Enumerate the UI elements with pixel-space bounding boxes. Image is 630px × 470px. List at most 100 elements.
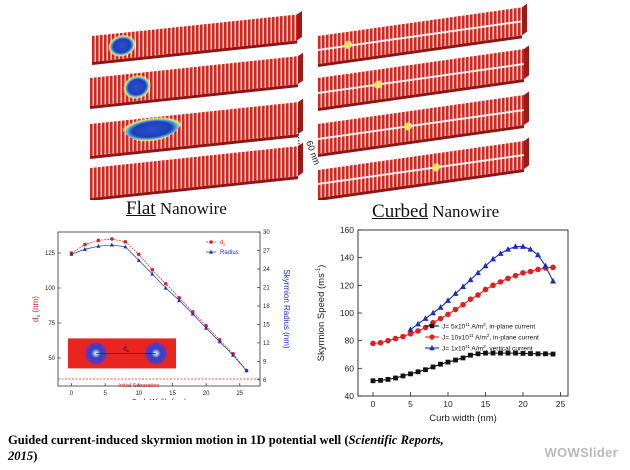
y-left-tick-label: 100: [45, 286, 56, 292]
flat-wire-3-edge: [298, 98, 303, 135]
x-axis-label: Curb width (nm): [429, 413, 497, 424]
circle-point: [407, 330, 414, 337]
triangle-point: [460, 283, 466, 290]
triangle-point: [475, 269, 481, 276]
circle-point: [535, 266, 541, 273]
curbed-skyrmion-4: [432, 163, 440, 172]
flat-wire-1-edge: [297, 10, 302, 41]
square-point: [520, 350, 526, 356]
legend-marker-2: [429, 334, 435, 340]
y-right-tick-label: 12: [263, 341, 270, 347]
circle-point: [415, 328, 421, 334]
flat-wire-1: [92, 10, 302, 65]
triangle-point: [505, 246, 511, 252]
skyrmion-1: [108, 34, 136, 57]
square-point: [528, 351, 533, 356]
square-point: [430, 364, 436, 370]
radius-point: [244, 368, 249, 373]
circle-point: [452, 306, 459, 313]
square-point: [385, 377, 391, 382]
ds-point: [150, 268, 155, 272]
radius-point: [69, 251, 74, 256]
legend-label-2: J= 10x1011 A/m2, in-plane current: [442, 333, 539, 342]
circle-point: [400, 333, 406, 340]
ds-point: [110, 237, 114, 241]
circle-point: [467, 296, 474, 302]
radius-point: [150, 271, 155, 276]
square-point: [453, 357, 458, 363]
ds-point: [163, 282, 168, 286]
triangle-point: [490, 255, 496, 262]
y-left-tick-label: 75: [48, 321, 55, 327]
ds-point: [177, 296, 181, 300]
flat-wire-4-bottom: [90, 176, 298, 200]
x-tick-label: 15: [169, 391, 176, 397]
circle-point: [505, 275, 511, 282]
triangle-point: [520, 243, 526, 249]
circle-point: [370, 340, 376, 347]
inset-label: ds: [123, 346, 128, 353]
y-right-tick-label: 6: [263, 378, 267, 384]
curbed-wire-2-edge: [524, 45, 529, 80]
nanowire-illustrations: 60 nm: [90, 3, 529, 200]
curbed-skyrmion-1: [344, 40, 352, 49]
flat-wire-4-edge: [298, 142, 303, 177]
curbed-nanowire-panel: [318, 3, 529, 200]
square-point: [423, 367, 428, 373]
triangle-point: [452, 290, 459, 296]
radius-point: [231, 353, 236, 357]
y-tick-label: 120: [340, 280, 354, 290]
x-tick-label: 5: [103, 391, 107, 397]
x-tick-label: 10: [135, 391, 142, 397]
legend-label-1: J= 5x1011 A/m2, in-plane current: [442, 322, 535, 331]
flat-wire-1-surface: [92, 14, 297, 62]
flat-wire-3-bottom: [90, 134, 298, 159]
square-point: [498, 350, 503, 356]
y-left-tick-label: 50: [48, 356, 55, 362]
triangle-point: [535, 251, 541, 258]
y-right-tick-label: 24: [263, 267, 270, 273]
circle-point: [445, 311, 451, 318]
flat-wire-2: [90, 52, 303, 109]
y-right-tick-label: 9: [263, 359, 267, 365]
ds-point: [137, 252, 141, 257]
ds-point: [96, 238, 101, 243]
square-point: [415, 369, 421, 375]
skyrmion-2: [123, 74, 151, 100]
x-tick-label: 10: [443, 399, 453, 409]
curbed-wire-1-edge: [522, 3, 527, 36]
curbed-wire-2-bottom: [318, 79, 524, 112]
legend-label-ds: ds: [220, 240, 225, 247]
y-right-axis-label: Skyrmion Radius (nm): [282, 269, 290, 348]
square-point: [393, 375, 398, 381]
radius-point: [82, 247, 87, 251]
circle-point: [550, 264, 556, 271]
flat-wire-2-bottom: [90, 84, 298, 109]
triangle-point: [422, 315, 429, 321]
separation-radius-chart: 0 5 10 15 20 25 50 75 100 125 6 9 12 15 18 21 24 27 30 Curb…: [31, 230, 290, 400]
curbed-wire-4-bottom: [318, 169, 524, 200]
radius-point: [177, 298, 182, 302]
series-line-3: [410, 246, 554, 331]
legend-marker-radius: [209, 249, 213, 254]
curbed-wire-4: [318, 137, 529, 200]
curbed-skyrmion-2: [374, 80, 382, 89]
y-tick-label: 140: [340, 253, 354, 263]
curbed-wire-3-bottom: [318, 125, 524, 157]
curbed-wire-4-edge: [524, 137, 529, 170]
ds-point: [83, 242, 87, 247]
triangle-point: [550, 277, 556, 284]
curb-line-1: [318, 20, 522, 51]
square-point: [408, 371, 413, 377]
y-tick-label: 160: [340, 225, 354, 235]
x-axis-label: Curb Width (nm): [131, 397, 187, 400]
circle-point: [512, 272, 519, 279]
square-point: [445, 359, 451, 365]
y-tick-label: 40: [345, 391, 355, 401]
radius-point: [109, 242, 114, 247]
circle-point: [437, 315, 444, 322]
radius-point: [123, 244, 128, 249]
square-point: [370, 378, 376, 384]
watermark-logo: WOWSlider: [544, 445, 618, 460]
skyrmion-speed-chart: 0 5 10 15 20 25 40 60 80 100 120 140 160 Curb width (…: [316, 225, 569, 424]
